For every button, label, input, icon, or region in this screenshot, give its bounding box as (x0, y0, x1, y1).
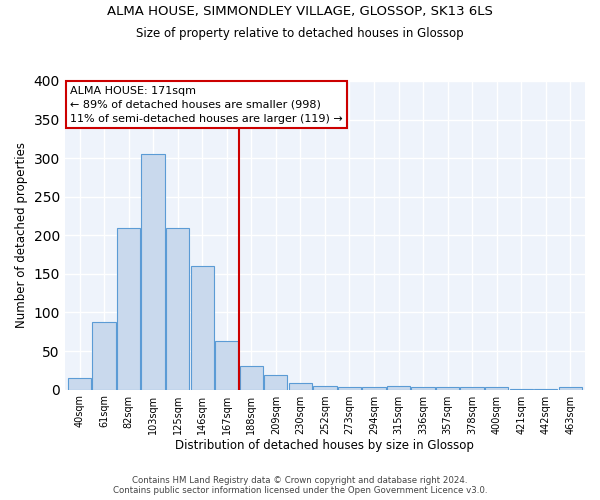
Bar (68, 378, 91, 390)
Bar (387, 386, 410, 390)
Bar (460, 388, 484, 390)
Bar (215, 341, 238, 390)
Bar (436, 388, 459, 390)
Text: ALMA HOUSE, SIMMONDLEY VILLAGE, GLOSSOP, SK13 6LS: ALMA HOUSE, SIMMONDLEY VILLAGE, GLOSSOP,… (107, 5, 493, 18)
X-axis label: Distribution of detached houses by size in Glossop: Distribution of detached houses by size … (175, 440, 475, 452)
Bar (264, 375, 287, 390)
Bar (92, 322, 116, 390)
Bar (117, 228, 140, 390)
Text: ALMA HOUSE: 171sqm
← 89% of detached houses are smaller (998)
11% of semi-detach: ALMA HOUSE: 171sqm ← 89% of detached hou… (70, 86, 343, 124)
Bar (412, 388, 435, 390)
Text: Contains HM Land Registry data © Crown copyright and database right 2024.
Contai: Contains HM Land Registry data © Crown c… (113, 476, 487, 495)
Bar (362, 388, 386, 390)
Y-axis label: Number of detached properties: Number of detached properties (15, 142, 28, 328)
Bar (142, 154, 165, 390)
Bar (534, 389, 557, 390)
Bar (166, 228, 190, 390)
Bar (239, 366, 263, 390)
Bar (559, 388, 582, 390)
Bar (509, 389, 533, 390)
Bar (289, 382, 312, 390)
Bar (485, 388, 508, 390)
Bar (338, 388, 361, 390)
Bar (191, 266, 214, 390)
Bar (313, 386, 337, 390)
Text: Size of property relative to detached houses in Glossop: Size of property relative to detached ho… (136, 28, 464, 40)
